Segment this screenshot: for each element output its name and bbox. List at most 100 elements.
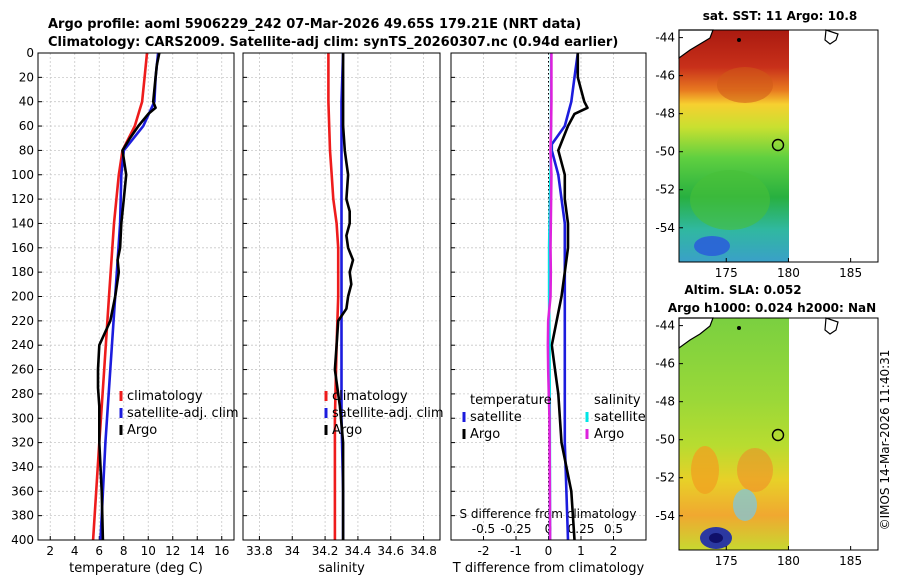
salinity-legend-label: climatology xyxy=(332,389,408,404)
depth-tick-label: 20 xyxy=(19,70,34,84)
salinity-xtick-label: 34.2 xyxy=(312,544,339,558)
depth-tick-label: 120 xyxy=(11,192,34,206)
difference-s-tick-label: -0.25 xyxy=(500,522,531,536)
imos-timestamp: ©IMOS 14-Mar-2026 11:40:31 xyxy=(878,350,892,531)
temperature-xtick-label: 12 xyxy=(165,544,180,558)
depth-tick-label: 220 xyxy=(11,314,34,328)
temperature-xtick-label: 8 xyxy=(120,544,128,558)
salinity-legend-label: satellite-adj. clim xyxy=(332,406,444,421)
difference-s-axis-label: S difference from climatology xyxy=(460,507,637,521)
difference-legend-t-label: satellite xyxy=(470,410,522,425)
temperature-series-argo xyxy=(96,52,161,541)
depth-tick-label: 0 xyxy=(26,46,34,60)
depth-tick-label: 300 xyxy=(11,411,34,425)
sla-map-ytick-label: -46 xyxy=(655,357,675,371)
temperature-xtick-label: 4 xyxy=(71,544,79,558)
temperature-xtick-label: 16 xyxy=(214,544,229,558)
difference-xtick-label: 0 xyxy=(545,544,553,558)
sst-map: sat. SST: 11 Argo: 10.8 -44 -46 -48 -50 -52 -… xyxy=(655,9,879,280)
depth-tick-label: 280 xyxy=(11,387,34,401)
sla-map-title1: Altim. SLA: 0.052 xyxy=(684,283,801,297)
difference-xtick-label: -1 xyxy=(510,544,522,558)
difference-series-s-argo xyxy=(546,53,553,541)
sla-map: Altim. SLA: 0.052 Argo h1000: 0.024 h200… xyxy=(655,283,879,568)
figure-title-line1: Argo profile: aoml 5906229_242 07-Mar-20… xyxy=(48,17,581,32)
difference-series-t-argo xyxy=(550,53,589,541)
temperature-xtick-label: 10 xyxy=(141,544,156,558)
depth-tick-label: 40 xyxy=(19,95,34,109)
depth-tick-label: 400 xyxy=(11,533,34,547)
temperature-xtick-label: 2 xyxy=(46,544,54,558)
difference-series-t-satellite xyxy=(550,52,580,541)
sla-map-ytick-label: -52 xyxy=(655,471,675,485)
sla-map-ytick-label: -54 xyxy=(655,509,675,523)
temperature-series-climatology xyxy=(91,52,149,541)
temperature-legend-label: climatology xyxy=(127,389,203,404)
sla-low-patch xyxy=(733,489,757,521)
depth-tick-label: 140 xyxy=(11,216,34,230)
sst-map-ytick-label: -52 xyxy=(655,183,675,197)
depth-tick-label: 100 xyxy=(11,168,34,182)
sst-map-frame xyxy=(678,29,879,263)
temperature-legend-label: satellite-adj. clim xyxy=(127,406,239,421)
salinity-xtick-label: 34.4 xyxy=(345,544,372,558)
difference-s-tick-label: 0.5 xyxy=(604,522,623,536)
sst-map-xtick-label: 175 xyxy=(715,266,738,280)
sst-warm-patch xyxy=(717,67,773,103)
difference-xtick-label: -2 xyxy=(478,544,490,558)
sla-map-ytick-label: -48 xyxy=(655,395,675,409)
sst-map-ytick-label: -44 xyxy=(655,31,675,45)
sla-map-frame xyxy=(678,317,879,551)
salinity-xtick-label: 34 xyxy=(285,544,300,558)
sst-green-patch xyxy=(690,170,770,230)
depth-tick-label: 380 xyxy=(11,509,34,523)
salinity-xtick-label: 33.8 xyxy=(246,544,273,558)
sla-map-ytick-label: -44 xyxy=(655,319,675,333)
sla-map-ytick-label: -50 xyxy=(655,433,675,447)
sla-high-patch xyxy=(691,446,719,494)
sla-island-dot xyxy=(737,326,741,330)
sst-map-ytick-label: -50 xyxy=(655,145,675,159)
temperature-legend-label: Argo xyxy=(127,423,157,438)
difference-frame xyxy=(450,52,647,541)
difference-s-tick-label: 0 xyxy=(545,522,553,536)
sst-map-xtick-label: 185 xyxy=(839,266,862,280)
depth-tick-label: 340 xyxy=(11,460,34,474)
sst-argo-location-marker xyxy=(771,138,785,152)
difference-xtick-label: 2 xyxy=(610,544,618,558)
temperature-xtick-label: 6 xyxy=(95,544,103,558)
sst-map-ytick-label: -54 xyxy=(655,221,675,235)
difference-legend-s-label: satellite xyxy=(594,410,646,425)
difference-s-tick-label: -0.5 xyxy=(472,522,495,536)
sla-argo-location-marker xyxy=(771,428,785,442)
depth-tick-label: 200 xyxy=(11,290,34,304)
temperature-xtick-label: 14 xyxy=(190,544,205,558)
difference-legend-s-label: Argo xyxy=(594,427,624,442)
sst-coastline-chatham xyxy=(824,29,839,45)
temperature-frame xyxy=(37,52,235,541)
depth-tick-label: 240 xyxy=(11,338,34,352)
salinity-xlabel: salinity xyxy=(318,561,365,576)
panel-temperature: 2 4 6 8 10 12 14 160204060801001201401601802002… xyxy=(11,46,239,576)
sst-cold-patch xyxy=(694,236,730,256)
salinity-legend-label: Argo xyxy=(332,423,362,438)
sst-map-title: sat. SST: 11 Argo: 10.8 xyxy=(703,9,857,23)
salinity-series-climatology xyxy=(327,53,340,540)
sst-map-ytick-label: -46 xyxy=(655,69,675,83)
sla-high-patch-2 xyxy=(737,448,773,492)
difference-legend-t-title: temperature xyxy=(470,393,552,408)
depth-tick-label: 320 xyxy=(11,436,34,450)
sla-coastline-chatham xyxy=(824,317,839,335)
sst-map-ytick-label: -48 xyxy=(655,107,675,121)
panel-salinity: 33.8 34 34.2 34.4 34.6 34.8 salinity climatolog… xyxy=(242,52,444,576)
depth-tick-label: 180 xyxy=(11,265,34,279)
salinity-frame xyxy=(242,52,441,541)
sst-island-dot xyxy=(737,38,741,42)
salinity-xtick-label: 34.6 xyxy=(377,544,404,558)
panel-difference: -2 -1 0 1 2 -0.5 -0.25 0 0.25 0.5S difference fro… xyxy=(450,52,647,576)
sla-map-xtick-label: 180 xyxy=(777,554,800,568)
sst-map-xtick-label: 180 xyxy=(777,266,800,280)
depth-tick-label: 260 xyxy=(11,363,34,377)
sla-map-xtick-label: 175 xyxy=(715,554,738,568)
